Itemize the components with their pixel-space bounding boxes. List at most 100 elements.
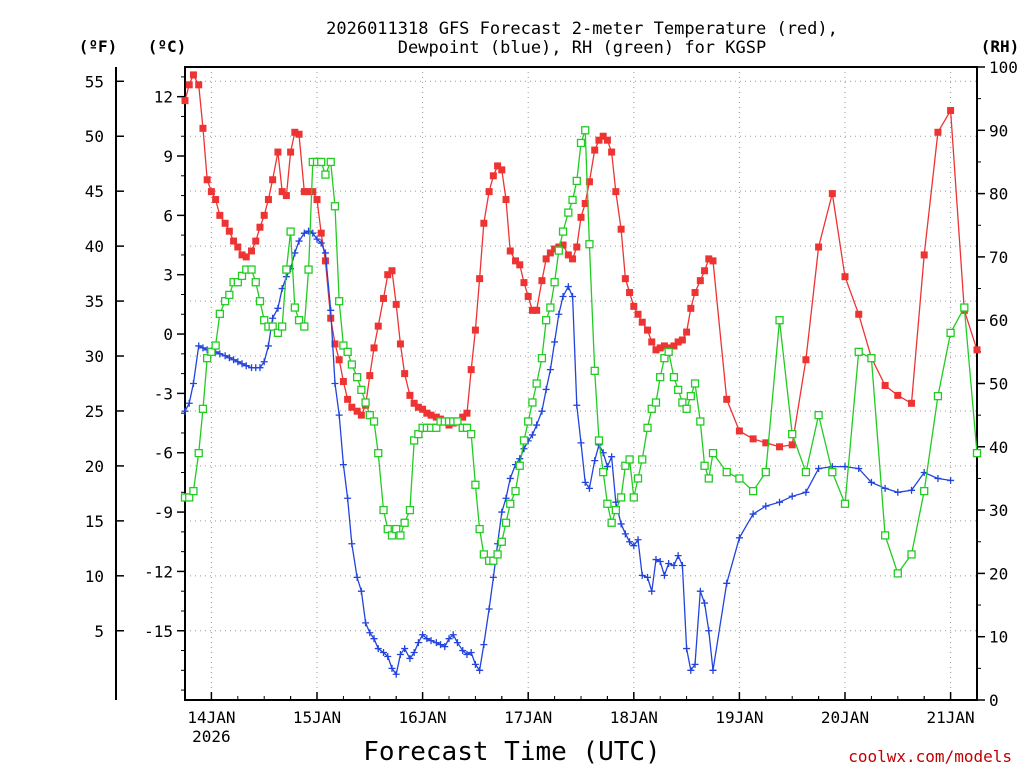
dewpoint-point: [612, 498, 620, 506]
2-meter-temperature-point: [278, 188, 286, 196]
rh-point: [290, 303, 299, 312]
2-meter-temperature-point: [309, 188, 317, 196]
2-meter-temperature-point: [524, 292, 532, 300]
dewpoint-point: [234, 358, 242, 366]
2-meter-temperature-point: [300, 188, 308, 196]
celsius-unit-label: (ºC): [148, 37, 187, 56]
dewpoint-point: [374, 645, 382, 653]
rh-point: [294, 316, 304, 325]
2-meter-temperature-point: [973, 346, 981, 354]
2-meter-temperature-point: [459, 413, 467, 421]
dewpoint-point: [459, 647, 467, 655]
rh-tick-label: 20: [989, 564, 1008, 583]
2-meter-temperature-point: [260, 211, 268, 219]
2-meter-temperature-point: [374, 322, 382, 330]
series-dewpoint: [182, 228, 955, 678]
2-meter-temperature-point: [370, 344, 378, 352]
2-meter-temperature-point: [252, 237, 260, 245]
dewpoint-point: [199, 344, 207, 352]
2-meter-temperature-point: [828, 190, 836, 198]
rh-point: [761, 467, 770, 477]
rh-point: [321, 170, 330, 179]
dewpoint-point: [366, 629, 374, 637]
dewpoint-point: [230, 356, 238, 364]
rh-point: [686, 392, 695, 401]
dewpoint-point: [762, 502, 770, 510]
2-meter-temperature-point: [321, 257, 329, 265]
fahrenheit-tick-label: 40: [85, 237, 104, 256]
dewpoint-point: [802, 488, 810, 496]
time-tick-label: 14JAN: [187, 708, 235, 727]
2-meter-temperature-point: [331, 340, 339, 348]
2-meter-temperature-point: [723, 395, 731, 403]
rh-point: [278, 322, 287, 331]
2-meter-temperature-point: [528, 306, 536, 314]
dewpoint-point: [480, 641, 488, 649]
rh-point: [576, 138, 586, 148]
2-meter-temperature-point: [512, 257, 520, 265]
2-meter-temperature-point: [542, 255, 550, 263]
dewpoint-point: [674, 552, 682, 560]
rh-point: [282, 265, 291, 274]
dewpoint-point: [947, 476, 955, 484]
rh-point: [603, 499, 612, 508]
2-meter-temperature-point: [894, 391, 902, 399]
rh-point: [365, 410, 374, 420]
celsius-tick-label: -12: [144, 562, 173, 581]
2-meter-temperature-point: [380, 294, 388, 302]
2-meter-temperature-point: [406, 391, 414, 399]
dewpoint-point: [520, 445, 528, 453]
fahrenheit-axis: 55 50 45 40 35 30 25 20 15 10 5: [85, 72, 124, 641]
rh-point: [788, 429, 797, 439]
rh-point: [405, 505, 415, 515]
rh-point: [590, 366, 599, 375]
2-meter-temperature-point: [414, 403, 422, 411]
rh-point: [189, 486, 198, 496]
dewpoint-point: [542, 385, 550, 393]
2-meter-temperature-point: [494, 162, 502, 170]
dewpoint-point: [881, 484, 889, 492]
fahrenheit-tick-label: 20: [85, 457, 104, 476]
dewpoint-point: [353, 573, 361, 581]
dewpoint-point: [538, 407, 546, 415]
rh-point: [682, 404, 691, 413]
rh-tick-label: 100: [989, 58, 1018, 77]
rh-point: [564, 208, 573, 217]
rh-point: [237, 271, 247, 281]
dewpoint-point: [327, 306, 335, 314]
2-meter-temperature-point: [419, 405, 427, 413]
rh-point: [629, 493, 638, 502]
dewpoint-point: [453, 639, 461, 647]
2-meter-temperature-point: [181, 97, 189, 105]
rh-point: [722, 467, 731, 477]
dewpoint-point: [660, 571, 668, 579]
rh-point: [933, 392, 943, 401]
2-meter-temperature-point: [551, 245, 559, 253]
dewpoint-point: [696, 587, 704, 595]
celsius-tick-label: 6: [163, 206, 173, 225]
2-meter-temperature-point: [234, 243, 242, 251]
rh-point: [357, 385, 366, 394]
dewpoint-point: [573, 401, 581, 409]
rh-point: [519, 436, 529, 445]
dewpoint-point: [195, 342, 203, 350]
fahrenheit-tick-label: 50: [85, 127, 104, 146]
rh-point: [972, 448, 982, 458]
dewpoint-point: [370, 635, 378, 643]
2-meter-temperature-point: [348, 403, 356, 411]
dewpoint-point: [626, 538, 634, 546]
fahrenheit-tick-label: 5: [94, 622, 104, 641]
2-meter-temperature-point: [644, 326, 652, 334]
2-meter-temperature-point: [423, 409, 431, 417]
rh-tick-label: 40: [989, 438, 1008, 457]
2-meter-temperature-point: [656, 344, 664, 352]
dewpoint-point: [313, 235, 321, 243]
2-meter-temperature-point: [339, 378, 347, 386]
dewpoint-point: [300, 229, 308, 237]
2-meter-temperature-point: [626, 289, 634, 297]
dewpoint-point: [401, 645, 409, 653]
2-meter-temperature-point: [396, 340, 404, 348]
2-meter-temperature-point: [520, 279, 528, 287]
2-meter-temperature-point: [384, 271, 392, 279]
2-meter-temperature-point: [189, 71, 197, 79]
